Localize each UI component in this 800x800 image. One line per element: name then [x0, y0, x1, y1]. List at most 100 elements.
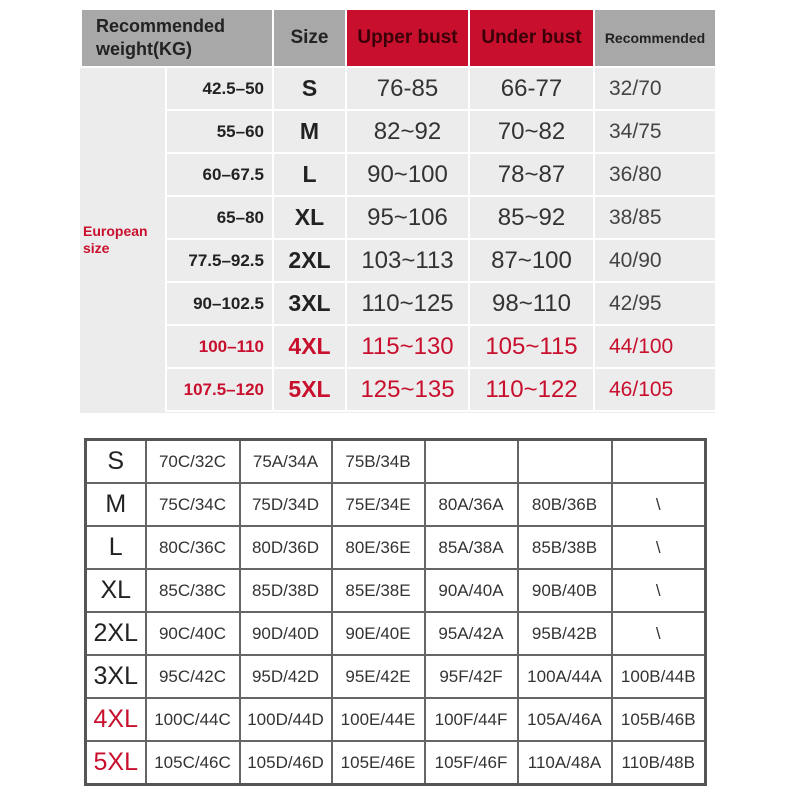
bra-size-cell: 85D/38D [238, 568, 333, 613]
weight-cell: 100–110 [165, 324, 274, 369]
table-row: XL 85C/38C 85D/38D 85E/38E 90A/40A 90B/40B \ [84, 568, 707, 613]
bra-size-cell: \ [610, 525, 707, 570]
table-row: 65–80 XL 95~106 85~92 38/85 [81, 195, 717, 240]
bra-size-cell: 90E/40E [330, 611, 426, 656]
bra-size-cell: 90C/40C [144, 611, 241, 656]
size-cell: XL [84, 568, 147, 613]
table-row: 55–60 M 82~92 70~82 34/75 [81, 109, 717, 154]
header-upper-bust: Upper bust [345, 8, 470, 68]
bra-size-cell: 105B/46B [610, 697, 707, 742]
header-under-bust: Under bust [468, 8, 595, 68]
size-cell: XL [272, 195, 347, 240]
table-row: 90–102.5 3XL 110~125 98~110 42/95 [81, 281, 717, 326]
size-cell: 5XL [272, 367, 347, 412]
bra-size-cell: 95E/42E [330, 654, 426, 699]
bra-size-cell: 100C/44C [144, 697, 241, 742]
bra-size-cell: 95A/42A [423, 611, 519, 656]
size-cell: 5XL [84, 740, 147, 786]
bra-size-cell: 105F/46F [423, 740, 519, 786]
table-row: 77.5–92.5 2XL 103~113 87~100 40/90 [81, 238, 717, 283]
bra-size-cell: 70C/32C [144, 438, 241, 484]
weight-cell: 77.5–92.5 [165, 238, 274, 283]
bra-size-cell: 100B/44B [610, 654, 707, 699]
upper-bust-cell: 115~130 [345, 324, 470, 369]
under-bust-cell: 85~92 [468, 195, 595, 240]
bra-size-cell: 85B/38B [516, 525, 613, 570]
upper-bust-cell: 95~106 [345, 195, 470, 240]
bra-size-cell: 105D/46D [238, 740, 333, 786]
bra-size-cell: 95F/42F [423, 654, 519, 699]
size-cell: M [272, 109, 347, 154]
under-bust-cell: 78~87 [468, 152, 595, 197]
size-cell: M [84, 482, 147, 527]
under-bust-cell: 105~115 [468, 324, 595, 369]
size-cell: 2XL [84, 611, 147, 656]
bra-size-cell: 80A/36A [423, 482, 519, 527]
bra-size-cell: 95B/42B [516, 611, 613, 656]
under-bust-cell: 87~100 [468, 238, 595, 283]
table-row: 100–110 4XL 115~130 105~115 44/100 [81, 324, 717, 369]
recommended-cell: 40/90 [593, 238, 717, 283]
bra-size-cell: 110B/48B [610, 740, 707, 786]
bra-size-cell: \ [610, 482, 707, 527]
upper-bust-cell: 110~125 [345, 281, 470, 326]
size-cell: 2XL [272, 238, 347, 283]
bra-size-cell: 80D/36D [238, 525, 333, 570]
upper-bust-cell: 90~100 [345, 152, 470, 197]
table-row: 3XL 95C/42C 95D/42D 95E/42E 95F/42F 100A/44A 1… [84, 654, 707, 699]
bra-size-cell: 90D/40D [238, 611, 333, 656]
upper-bust-cell: 103~113 [345, 238, 470, 283]
bra-size-cell [423, 438, 519, 484]
bra-size-cell: 95C/42C [144, 654, 241, 699]
table-row: 4XL 100C/44C 100D/44D 100E/44E 100F/44F 105A/… [84, 697, 707, 742]
bra-size-cell: 85E/38E [330, 568, 426, 613]
table-row: 2XL 90C/40C 90D/40D 90E/40E 95A/42A 95B/42B \ [84, 611, 707, 656]
recommended-cell: 46/105 [593, 367, 717, 412]
upper-bust-cell: 76-85 [345, 66, 470, 111]
region-label: European size [83, 222, 148, 256]
bra-size-cell: 100A/44A [516, 654, 613, 699]
weight-cell: 60–67.5 [165, 152, 274, 197]
upper-bust-cell: 125~135 [345, 367, 470, 412]
header-size: Size [272, 8, 347, 68]
bra-size-cell: 80B/36B [516, 482, 613, 527]
weight-cell: 107.5–120 [165, 367, 274, 412]
table-row: European size 42.5–50 S 76-85 66-77 32/70 [81, 66, 717, 256]
size-cell: 4XL [84, 697, 147, 742]
bra-size-cell: 110A/48A [516, 740, 613, 786]
recommended-cell: 44/100 [593, 324, 717, 369]
weight-cell: 90–102.5 [165, 281, 274, 326]
bra-size-cell: 100E/44E [330, 697, 426, 742]
header-recommended: Recommended [593, 8, 717, 68]
table-row: S 70C/32C 75A/34A 75B/34B [84, 438, 707, 484]
recommended-cell: 32/70 [593, 66, 717, 111]
under-bust-cell: 66-77 [468, 66, 595, 111]
size-cell: L [272, 152, 347, 197]
bra-size-cell: 75A/34A [238, 438, 333, 484]
bra-size-cell: 75D/34D [238, 482, 333, 527]
recommended-cell: 36/80 [593, 152, 717, 197]
under-bust-cell: 110~122 [468, 367, 595, 412]
header-weight: Recommended weight(KG) [80, 8, 274, 68]
weight-cell: 55–60 [165, 109, 274, 154]
size-cell: 4XL [272, 324, 347, 369]
recommended-cell: 38/85 [593, 195, 717, 240]
bra-size-cell: 75C/34C [144, 482, 241, 527]
upper-bust-cell: 82~92 [345, 109, 470, 154]
bra-size-cell [516, 438, 613, 484]
bra-size-cell: 90A/40A [423, 568, 519, 613]
bra-size-cell: 100D/44D [238, 697, 333, 742]
bra-size-cell: 105E/46E [330, 740, 426, 786]
bra-size-cell: 105A/46A [516, 697, 613, 742]
bra-size-cell: \ [610, 611, 707, 656]
bra-size-cell: 90B/40B [516, 568, 613, 613]
bra-size-table: S 70C/32C 75A/34A 75B/34B M 75C/34C 75D/34D 75E… [84, 438, 707, 786]
bra-size-cell: 95D/42D [238, 654, 333, 699]
table-row: 5XL 105C/46C 105D/46D 105E/46E 105F/46F 110A/… [84, 740, 707, 786]
recommended-cell: 34/75 [593, 109, 717, 154]
bra-size-cell: 80E/36E [330, 525, 426, 570]
bra-size-cell: 75E/34E [330, 482, 426, 527]
bra-size-cell: 80C/36C [144, 525, 241, 570]
recommended-cell: 42/95 [593, 281, 717, 326]
bra-size-cell: 100F/44F [423, 697, 519, 742]
